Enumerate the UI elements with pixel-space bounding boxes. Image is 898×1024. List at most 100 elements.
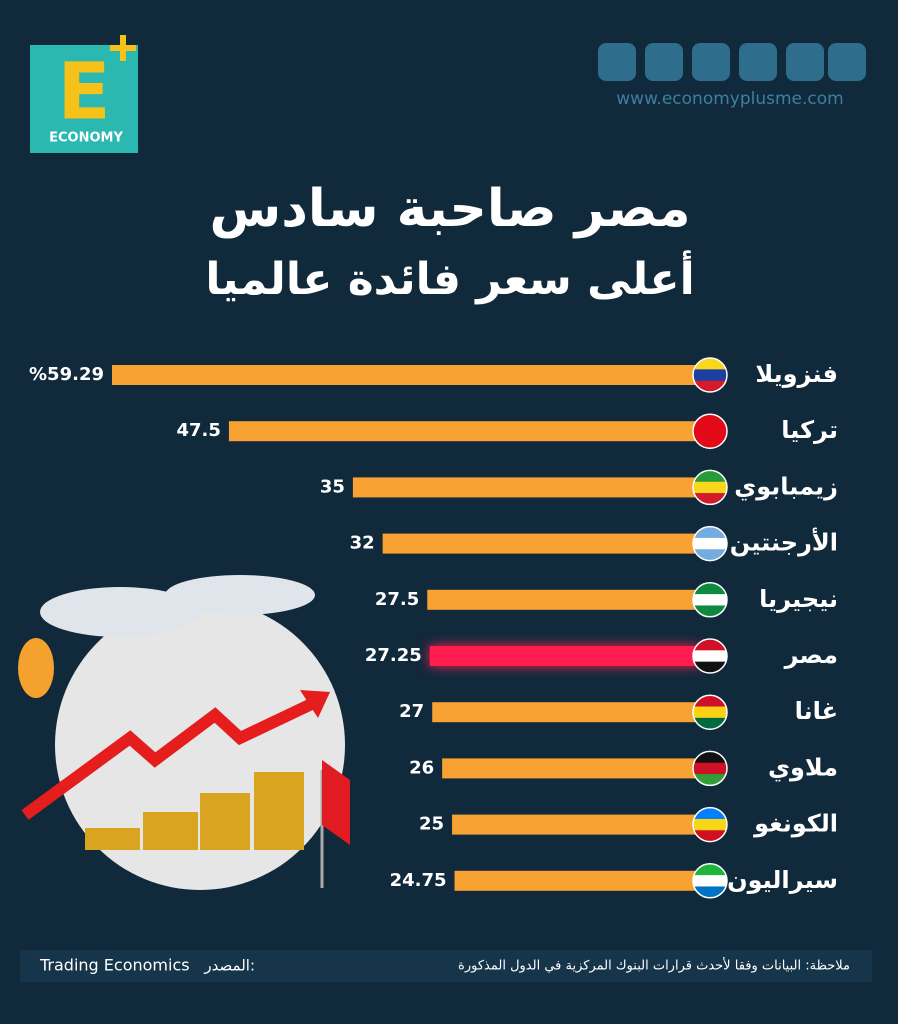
bar: [452, 814, 700, 835]
value-label: 35: [320, 476, 345, 497]
flag-stripe: [693, 537, 727, 550]
category-label: تركيا: [781, 416, 838, 444]
flag-stripe: [693, 762, 727, 775]
value-label: 26: [409, 757, 434, 778]
flag-stripe: [693, 751, 727, 764]
coins: [254, 772, 304, 850]
flag-stripe: [693, 886, 727, 898]
icon: [828, 43, 866, 81]
icon: [645, 43, 683, 81]
flag-stripe: [693, 830, 727, 842]
website: www.economyplusme.com: [616, 89, 843, 109]
flag-stripe: [693, 650, 727, 663]
coins: [200, 793, 250, 850]
flag-border: [692, 413, 728, 449]
flag-border: [692, 357, 728, 393]
subtitle: أعلى سعر فائدة عالميا: [205, 250, 694, 305]
flag-stripe: [693, 863, 727, 876]
icon: [786, 43, 824, 81]
bar: [442, 758, 700, 779]
value-label: 27: [399, 701, 424, 722]
value-label: 27.5: [375, 589, 419, 610]
bar: [352, 477, 700, 498]
note: ملاحظة: البيانات وفقا لأحدث قرارات البنو…: [458, 957, 850, 974]
bar: [427, 589, 700, 610]
bar: [112, 365, 700, 385]
category-label: سيراليون: [727, 866, 838, 894]
flag-border: [692, 582, 728, 618]
coins: [143, 812, 198, 850]
flag-stripe: [693, 493, 727, 505]
value-label: 25: [419, 814, 444, 835]
bar: [228, 421, 701, 442]
icon: [598, 43, 636, 81]
category-label: نيجيريا: [759, 585, 838, 613]
logo-plus: [110, 45, 136, 51]
value-label: 32: [350, 533, 375, 554]
flag-stripe: [693, 706, 727, 719]
logo-mark: E: [57, 47, 110, 137]
value-label: 47.5: [177, 420, 221, 441]
flag-stripe: [693, 695, 727, 708]
flag-stripe: [693, 875, 727, 887]
value-label: 27.25: [365, 645, 422, 666]
flag-border: [692, 750, 728, 787]
title: مصر صاحبة سادس: [209, 179, 690, 239]
category-label: ملاوي: [768, 753, 838, 781]
flag-stripe: [693, 436, 727, 449]
bar: [432, 702, 700, 723]
value-label: %59.29: [29, 364, 104, 385]
value-label: 24.75: [390, 870, 447, 891]
flag-border: [692, 638, 728, 674]
flag-border: [692, 694, 728, 730]
source-label: المصدر:: [203, 957, 255, 975]
flag-border: [692, 863, 728, 899]
category-label: غانا: [795, 697, 838, 725]
flag-border: [692, 525, 728, 562]
cloud: [165, 575, 315, 615]
flag-stripe: [693, 639, 727, 651]
category-label: مصر: [784, 641, 838, 669]
category-label: الأرجنتين: [730, 528, 838, 557]
flag-stripe: [693, 369, 727, 382]
flag-stripe: [693, 594, 727, 606]
category-label: فنزويلا: [755, 360, 838, 388]
flag-stripe: [693, 661, 727, 673]
flag-stripe: [693, 582, 727, 595]
chart: %59.29 فنزويلا 47.5 تركيا 35 زيمبابوي 32 الأرجن…: [29, 357, 838, 899]
cloud: [40, 587, 200, 637]
bar: [429, 646, 700, 666]
logo-name: ECONOMY: [49, 131, 123, 146]
arrow-head: [300, 690, 330, 718]
sleeve: [18, 638, 54, 698]
flag-stripe: [693, 818, 727, 831]
flag-stripe: [693, 481, 727, 494]
illustration: [18, 575, 350, 890]
logo-box: [30, 45, 138, 153]
icon: [692, 43, 730, 81]
flag-stripe: [693, 807, 727, 820]
arrow: [21, 694, 323, 820]
flag-stripe: [693, 549, 727, 561]
bar: [382, 533, 700, 554]
flag-stripe: [693, 605, 727, 617]
egypt-flag: [322, 760, 350, 845]
category-label: زيمبابوي: [734, 472, 838, 500]
logo: E ECONOMY: [30, 35, 138, 153]
flag-stripe: [693, 717, 727, 730]
flag-stripe: [693, 414, 727, 427]
flag-border: [692, 469, 728, 506]
flag-stripe: [693, 380, 727, 392]
footer-band: [20, 950, 872, 982]
flag-stripe: [693, 470, 727, 483]
flag-stripe: [693, 526, 727, 539]
social-icons: [598, 43, 866, 81]
flag-stripe: [693, 425, 727, 438]
category-label: الكونغو: [753, 810, 838, 838]
flag-stripe: [693, 774, 727, 786]
bar: [454, 870, 700, 891]
icon: [739, 43, 777, 81]
flag-stripe: [693, 358, 727, 370]
coins: [85, 828, 140, 850]
